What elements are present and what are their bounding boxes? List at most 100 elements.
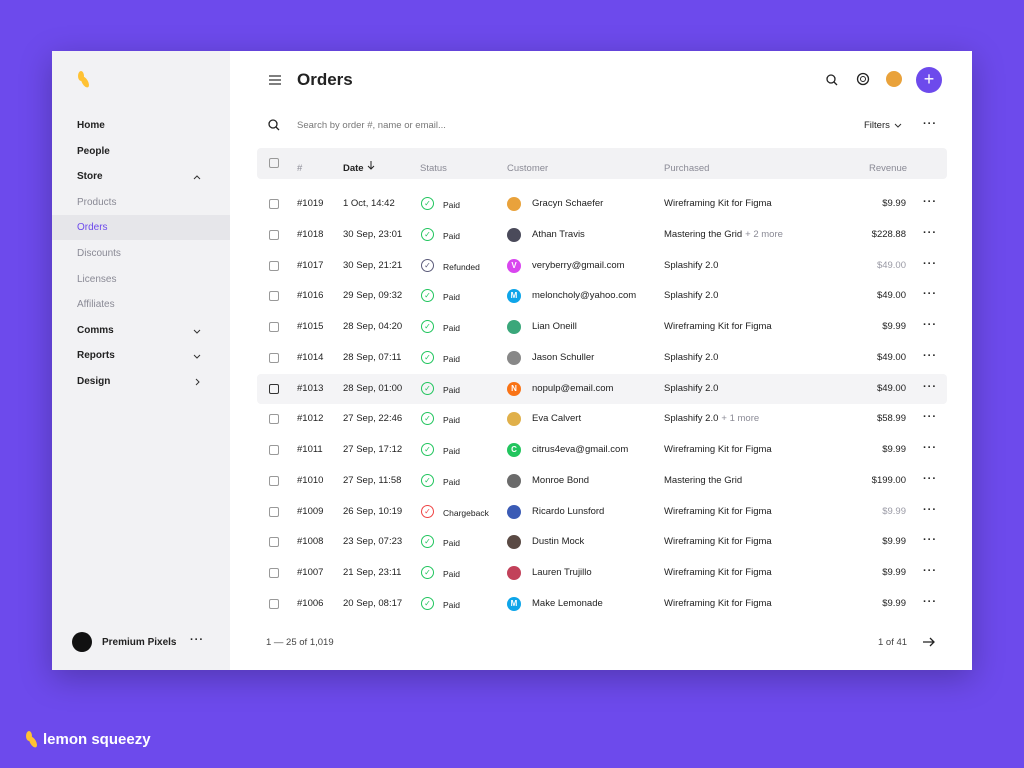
checkbox[interactable] [269, 158, 279, 168]
nav-item[interactable]: Orders [77, 222, 108, 233]
more-button[interactable]: ··· [923, 442, 937, 454]
checkbox[interactable] [269, 537, 279, 548]
checkbox[interactable] [269, 445, 279, 455]
avatar: V [507, 258, 521, 273]
status: Paid [443, 446, 461, 456]
status: Refunded [443, 261, 480, 272]
status-icon: ✓ [421, 197, 434, 210]
table-row[interactable]: #1007 21 Sep, 23:11 ✓ Paid Lauren Trujillo Wi… [257, 558, 947, 588]
more-button[interactable]: ··· [923, 534, 937, 547]
more-button[interactable]: ··· [923, 196, 937, 208]
status: Paid [443, 599, 461, 610]
table-row[interactable]: #1019 1 Oct, 14:42 ✓ Paid Gracyn Schaefer Wir… [257, 189, 947, 219]
add-button[interactable]: + [916, 67, 942, 93]
table-row[interactable]: #1012 27 Sep, 22:46 ✓ Paid Eva Calvert Splash… [257, 404, 947, 434]
table-row[interactable]: #1008 23 Sep, 07:23 ✓ Paid Dustin Mock Wirefr… [257, 527, 947, 557]
more-button[interactable]: ··· [923, 380, 937, 393]
checkbox[interactable] [269, 229, 279, 240]
more-button[interactable]: ··· [190, 634, 204, 646]
nav-item[interactable]: Discounts [77, 248, 121, 259]
more-button[interactable]: ··· [923, 565, 937, 577]
nav-item[interactable]: Comms [77, 325, 114, 336]
order-id: #1019 [297, 198, 324, 209]
checkbox[interactable] [269, 598, 279, 609]
checkbox[interactable] [269, 199, 279, 209]
account-name[interactable]: Premium Pixels [102, 637, 177, 648]
checkbox[interactable] [269, 352, 279, 363]
more-button[interactable]: ··· [923, 288, 937, 301]
more-button[interactable]: ··· [923, 595, 937, 608]
order-date: 28 Sep, 04:20 [343, 321, 403, 332]
more-button[interactable]: ··· [923, 411, 937, 424]
purchased: Wireframing Kit for Figma [664, 198, 772, 210]
revenue: $199.00 [871, 474, 906, 486]
user-avatar[interactable] [886, 71, 902, 87]
table-row[interactable]: #1009 26 Sep, 10:19 ✓ Chargeback Ricardo Lun… [257, 497, 947, 527]
nav-item[interactable]: Products [77, 197, 117, 208]
more-button[interactable]: ··· [923, 118, 937, 130]
checkbox[interactable] [269, 291, 279, 302]
more-button[interactable]: ··· [923, 319, 937, 331]
column-header: Customer [507, 163, 549, 174]
nav-item[interactable]: Home [77, 120, 105, 131]
status-icon: ✓ [421, 473, 434, 487]
revenue: $49.00 [876, 259, 906, 271]
checkbox[interactable] [269, 322, 279, 332]
checkbox[interactable] [269, 506, 279, 517]
table-row[interactable]: #1006 20 Sep, 08:17 ✓ Paid M Make Lemonade Wir… [257, 589, 947, 619]
filters-button[interactable]: Filters [864, 120, 890, 131]
order-date: 30 Sep, 23:01 [343, 228, 403, 240]
revenue: $58.99 [876, 413, 906, 425]
more-button[interactable]: ··· [923, 472, 937, 485]
order-id: #1010 [297, 474, 324, 486]
checkbox[interactable] [269, 475, 279, 486]
column-header[interactable]: Date [343, 163, 364, 174]
help-icon[interactable] [856, 72, 870, 86]
checkbox[interactable] [269, 383, 279, 394]
brand-logo [26, 731, 37, 748]
account-avatar [72, 632, 92, 652]
brand-name: lemon squeezy [43, 731, 151, 748]
nav-item[interactable]: Store [77, 171, 103, 182]
more-button[interactable]: ··· [923, 226, 937, 239]
search-icon[interactable] [825, 73, 839, 87]
customer: Lauren Trujillo [532, 567, 592, 578]
order-date: 28 Sep, 07:11 [343, 351, 402, 363]
next-page[interactable] [922, 636, 936, 648]
order-id: #1007 [297, 567, 324, 578]
checkbox[interactable] [269, 260, 279, 271]
app-window: Home People Store Products Orders Discou… [52, 51, 972, 670]
table-row[interactable]: #1014 28 Sep, 07:11 ✓ Paid Jason Schuller Spl… [257, 343, 947, 373]
nav-item[interactable]: People [77, 146, 110, 157]
more-button[interactable]: ··· [923, 503, 937, 516]
nav-item[interactable]: Reports [77, 350, 115, 361]
table-row[interactable]: #1018 30 Sep, 23:01 ✓ Paid Athan Travis Maste… [257, 220, 947, 250]
checkbox[interactable] [269, 568, 279, 578]
status: Paid [443, 353, 461, 364]
avatar [507, 504, 521, 519]
product: Splashify 2.0 [664, 351, 719, 363]
nav-item[interactable]: Design [77, 376, 111, 387]
chevron-down [193, 354, 201, 359]
order-date: 21 Sep, 23:11 [343, 567, 402, 578]
checkbox[interactable] [269, 414, 279, 425]
avatar [507, 566, 521, 580]
menu-icon[interactable] [268, 73, 282, 87]
nav-item[interactable]: Affiliates [77, 299, 115, 310]
purchased: Splashify 2.0 + 1 more [664, 413, 759, 425]
search-input[interactable]: Search by order #, name or email... [297, 120, 446, 131]
nav-item[interactable]: Licenses [77, 274, 117, 285]
more-button[interactable]: ··· [923, 257, 937, 270]
status-icon: ✓ [421, 443, 434, 456]
table-row[interactable]: #1010 27 Sep, 11:58 ✓ Paid Monroe Bond Master… [257, 466, 947, 496]
more-button[interactable]: ··· [923, 349, 937, 362]
table-row[interactable]: #1015 28 Sep, 04:20 ✓ Paid Lian Oneill Wirefr… [257, 312, 947, 342]
status: Paid [443, 200, 461, 210]
avatar [507, 535, 521, 550]
customer: nopulp@email.com [532, 382, 614, 394]
